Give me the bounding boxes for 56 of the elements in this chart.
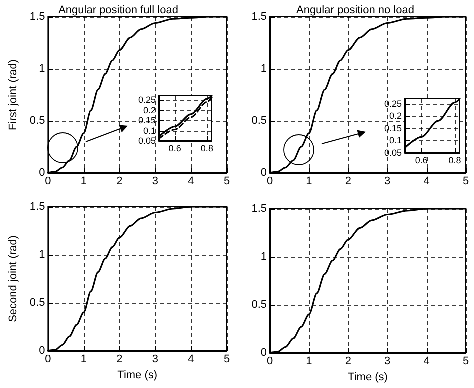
- x-tick-label: 0.8: [200, 144, 214, 154]
- x-tick-label: 3: [384, 176, 391, 188]
- x-tick-label: 2: [345, 176, 352, 188]
- x-tick-label: 2: [116, 176, 123, 188]
- y-tick-label: 1.5: [30, 201, 46, 213]
- y-tick-label: 1: [260, 251, 267, 263]
- chart-title: Angular position full load: [58, 4, 178, 16]
- x-tick-label: 2: [345, 356, 352, 368]
- x-axis-title: Time (s): [118, 369, 158, 382]
- y-tick-label: 1.5: [252, 11, 267, 23]
- x-tick-label: 5: [462, 356, 470, 368]
- x-tick-label: 1: [80, 176, 88, 188]
- x-tick-label: 4: [188, 354, 194, 366]
- y-tick-label: 0: [39, 167, 46, 179]
- y-tick-label: 0.25: [384, 98, 402, 109]
- y-tick-label: 0.15: [138, 116, 156, 126]
- x-tick-label: 3: [384, 356, 391, 368]
- y-tick-label: 0.2: [143, 105, 156, 116]
- x-tick-label: 1: [306, 356, 312, 368]
- y-tick-label: 0.1: [143, 126, 156, 136]
- y-axis-title: First joint (rad): [8, 60, 20, 130]
- x-axis-title: Time (s): [348, 371, 388, 384]
- x-tick-label: 1: [80, 354, 88, 366]
- y-tick-label: 1.5: [252, 203, 267, 215]
- x-tick-label: 4: [188, 176, 194, 188]
- x-tick-label: 3: [152, 176, 159, 188]
- y-tick-label: 0: [260, 167, 267, 179]
- x-tick-label: 5: [224, 176, 230, 188]
- y-tick-label: 0.05: [138, 136, 156, 146]
- y-tick-label: 1: [39, 249, 46, 261]
- y-tick-label: 1: [260, 63, 267, 75]
- y-tick-label: 0.1: [389, 136, 402, 146]
- x-tick-label: 2: [116, 354, 123, 366]
- y-tick-label: 0.2: [389, 111, 402, 122]
- x-tick-label: 3: [152, 354, 159, 366]
- y-tick-label: 0: [39, 345, 46, 357]
- x-tick-label: 0.6: [168, 144, 182, 154]
- y-tick-label: 0.5: [30, 115, 46, 127]
- y-tick-label: 1.5: [30, 11, 46, 23]
- y-tick-label: 0.25: [138, 95, 156, 106]
- y-tick-label: 0.15: [384, 123, 402, 134]
- y-tick-label: 1: [39, 63, 46, 75]
- line-series: [404, 98, 461, 149]
- y-tick-label: 0.5: [252, 115, 267, 127]
- chart-title: Angular position no load: [296, 4, 415, 16]
- y-tick-label: 0.05: [384, 148, 402, 158]
- x-tick-label: 1: [306, 176, 312, 188]
- y-tick-label: 0.5: [252, 299, 267, 311]
- x-tick-label: 5: [462, 176, 470, 188]
- x-tick-label: 4: [424, 356, 430, 368]
- x-tick-label: 0.8: [448, 156, 462, 166]
- y-axis-title: Second joint (rad): [8, 236, 20, 322]
- x-tick-label: 5: [224, 354, 230, 366]
- y-tick-label: 0.5: [30, 297, 46, 309]
- x-tick-label: 0.6: [415, 156, 428, 166]
- x-tick-label: 4: [424, 176, 430, 188]
